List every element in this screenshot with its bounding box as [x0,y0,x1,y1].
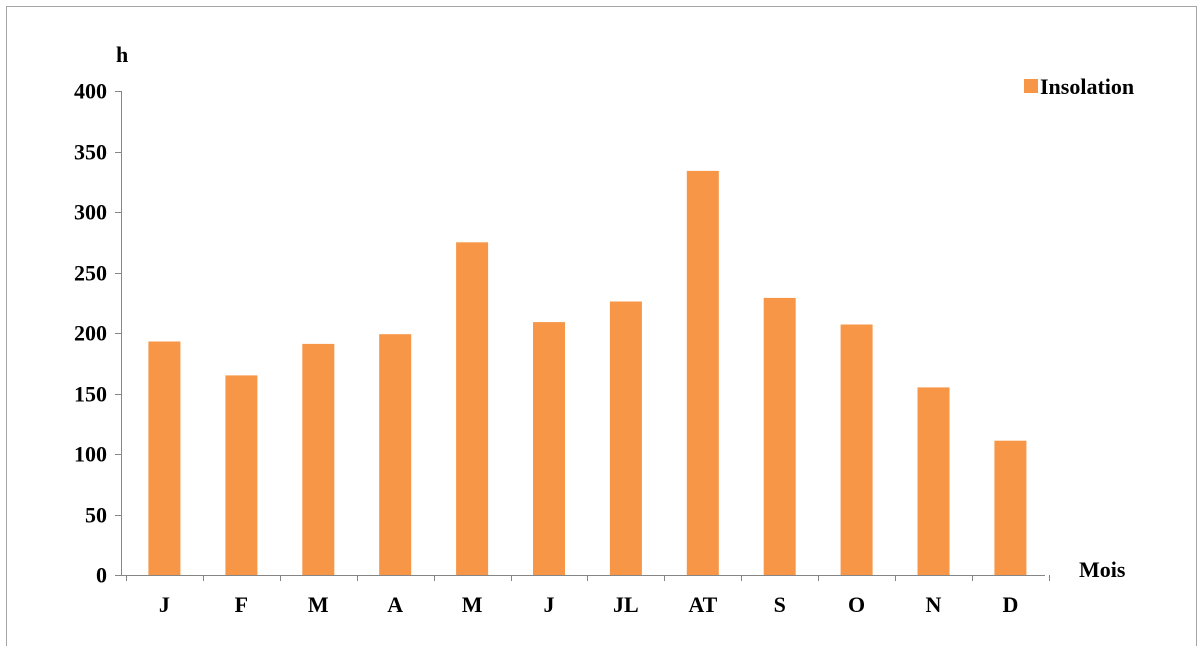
x-axis-title: Mois [1079,557,1126,582]
y-tick-label-0: 0 [96,563,107,588]
x-tick-label-3: M [308,592,329,617]
bars-layer [148,170,1027,576]
bar-3 [302,343,335,575]
x-tick-label-11: N [926,592,942,617]
y-tick-label-150: 150 [74,382,107,407]
bar-6 [533,322,565,575]
x-tick-label-1: J [159,592,170,617]
bar-10 [840,324,873,575]
bar-9 [763,297,796,575]
y-tick-label-50: 50 [85,503,107,528]
bar-12 [994,440,1027,575]
y-tick-label-350: 350 [74,140,107,165]
x-tick-label-2: F [235,592,248,617]
bar-8 [686,170,719,575]
labels-layer: 0 50 100 150 200 250 300 350 400 J F M A M J JL AT S O N D [74,79,1018,618]
y-tick-label-250: 250 [74,261,107,286]
x-tick-label-4: A [387,592,403,617]
axes-layer [115,91,1050,581]
y-tick-label-300: 300 [74,200,107,225]
bar-1 [148,341,181,575]
legend: Insolation [1024,74,1134,99]
bar-11 [917,387,950,575]
y-tick-label-200: 200 [74,321,107,346]
y-axis-title: h [116,42,128,67]
x-tick-label-9: S [774,592,786,617]
bar-5 [456,242,489,576]
bar-7 [609,301,642,575]
x-tick-label-7: JL [613,592,639,617]
legend-label: Insolation [1040,74,1134,99]
bar-2 [225,375,258,575]
y-tick-label-100: 100 [74,442,107,467]
x-tick-label-8: AT [688,592,717,617]
x-tick-label-6: J [544,592,555,617]
bar-4 [379,334,412,575]
x-tick-label-5: M [462,592,483,617]
x-tick-label-12: D [1002,592,1018,617]
x-tick-label-10: O [848,592,865,617]
chart-border [6,6,1197,646]
y-tick-label-400: 400 [74,79,107,104]
legend-swatch [1024,79,1038,93]
